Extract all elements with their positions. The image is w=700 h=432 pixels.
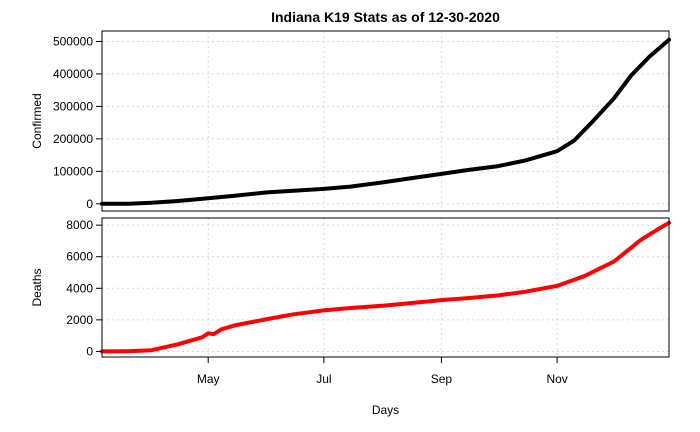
plot-frame: [101, 30, 670, 212]
y-tick-label: 0: [86, 197, 93, 211]
y-tick-label: 500000: [53, 34, 93, 48]
chart-title: Indiana K19 Stats as of 12-30-2020: [271, 9, 500, 25]
y-tick-label: 100000: [53, 164, 93, 178]
y-tick-label: 4000: [66, 281, 93, 295]
x-tick-label: Nov: [546, 372, 567, 386]
series-line: [100, 37, 671, 206]
y-tick-label: 6000: [66, 250, 93, 264]
y-tick-label: 300000: [53, 99, 93, 113]
x-tick-label: Jul: [316, 372, 331, 386]
panel-deaths: 0 2000 4000 6000 8000: [66, 217, 671, 358]
y-tick-label: 2000: [66, 313, 93, 327]
x-tick-label: May: [197, 372, 220, 386]
plot-frame: [101, 217, 670, 358]
y-tick-label: 8000: [66, 218, 93, 232]
y-tick-label: 400000: [53, 67, 93, 81]
y-tick-label: 0: [86, 344, 93, 358]
panel-confirmed: 0 100000 200000 300000 400000 500000: [53, 30, 671, 212]
series-line: [100, 220, 671, 354]
x-axis: May Jul Sep Nov: [197, 357, 568, 386]
y-tick-label: 200000: [53, 132, 93, 146]
y-axis-title-deaths: Deaths: [30, 268, 44, 306]
y-axis-title-confirmed: Confirmed: [30, 93, 44, 148]
x-tick-label: Sep: [431, 372, 453, 386]
x-axis-title: Days: [372, 403, 399, 417]
